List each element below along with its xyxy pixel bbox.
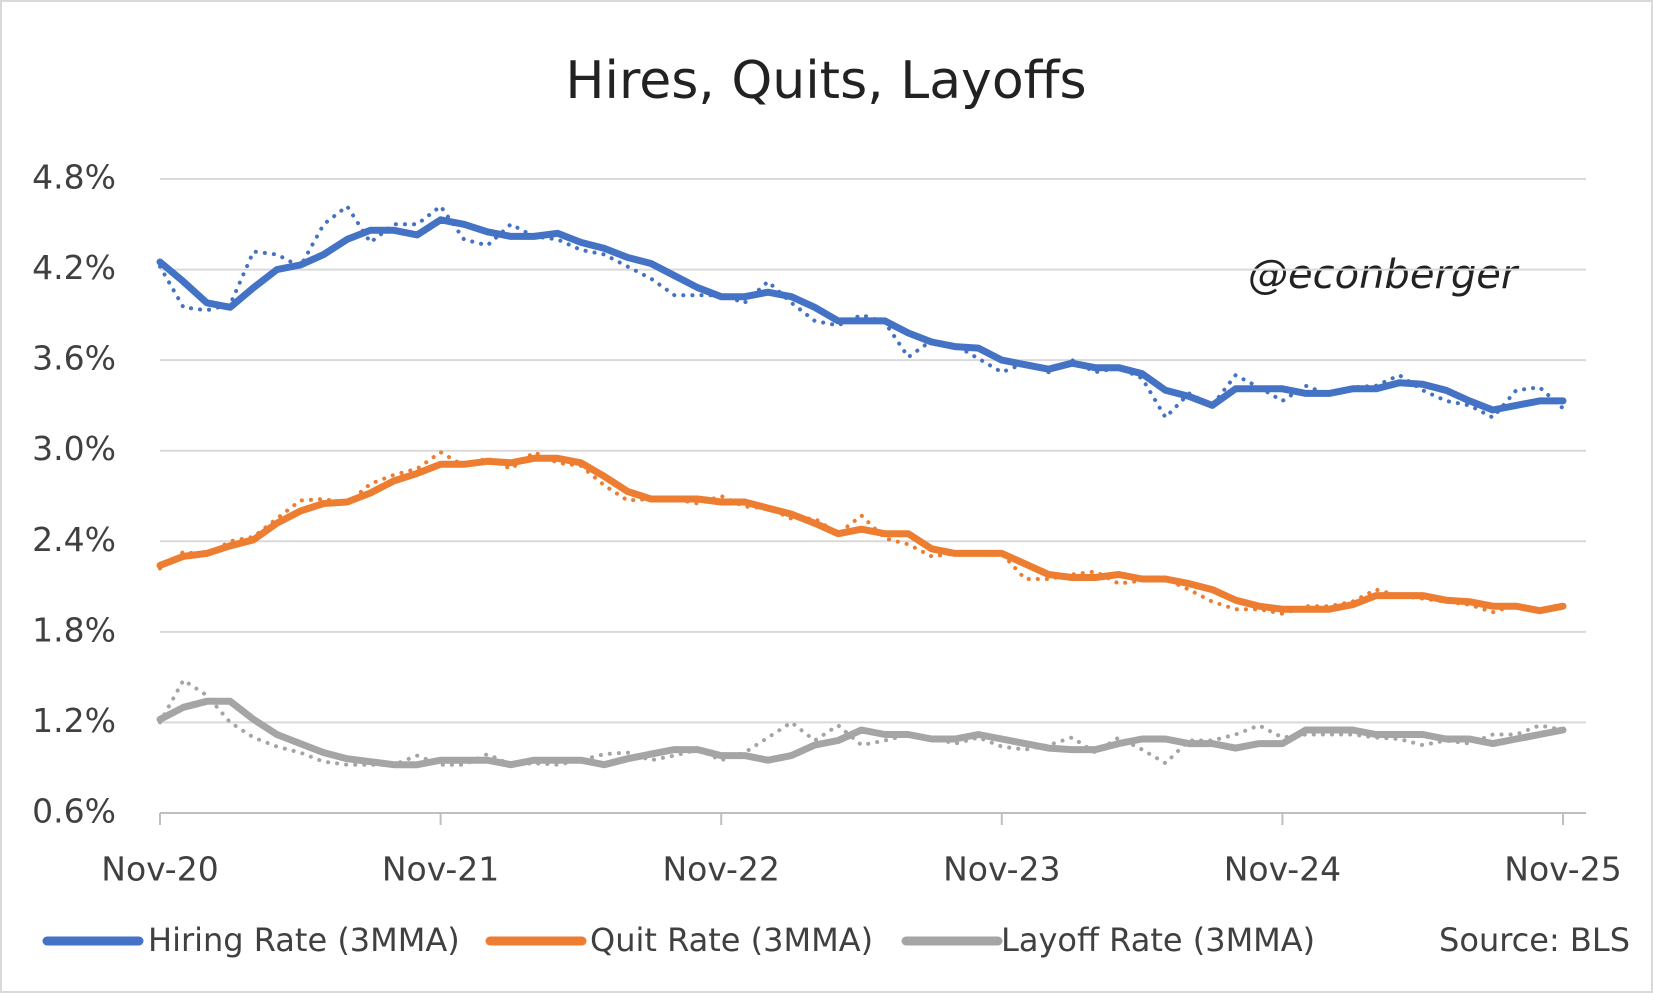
x-tick-label: Nov-20 xyxy=(101,850,218,889)
monthly-line xyxy=(158,204,1565,420)
legend-label: Quit Rate (3MMA) xyxy=(590,921,873,959)
y-tick-label: 1.8% xyxy=(32,610,116,649)
y-tick-label: 3.0% xyxy=(32,429,116,468)
series-line xyxy=(156,454,1567,615)
legend-label: Layoff Rate (3MMA) xyxy=(1001,921,1315,959)
y-tick-label: 3.6% xyxy=(32,339,116,378)
series-line xyxy=(156,216,1567,414)
x-tick-label: Nov-24 xyxy=(1224,850,1341,889)
y-tick-label: 4.2% xyxy=(32,248,116,287)
annotation: @econberger xyxy=(1248,252,1520,298)
y-tick-label: 2.4% xyxy=(32,520,116,559)
x-tick-label: Nov-21 xyxy=(382,850,499,889)
y-tick-label: 4.8% xyxy=(32,158,116,197)
x-tick-label: Nov-25 xyxy=(1504,850,1621,889)
series-line xyxy=(156,697,1567,769)
source-note: Source: BLS xyxy=(1439,921,1630,959)
legend-label: Hiring Rate (3MMA) xyxy=(148,921,460,959)
x-tick-label: Nov-23 xyxy=(943,850,1060,889)
x-tick-label: Nov-22 xyxy=(662,850,779,889)
monthly-line xyxy=(158,450,1565,616)
chart-title: Hires, Quits, Layoffs xyxy=(565,51,1086,111)
y-tick-label: 0.6% xyxy=(32,792,116,831)
y-tick-label: 1.2% xyxy=(32,701,116,740)
